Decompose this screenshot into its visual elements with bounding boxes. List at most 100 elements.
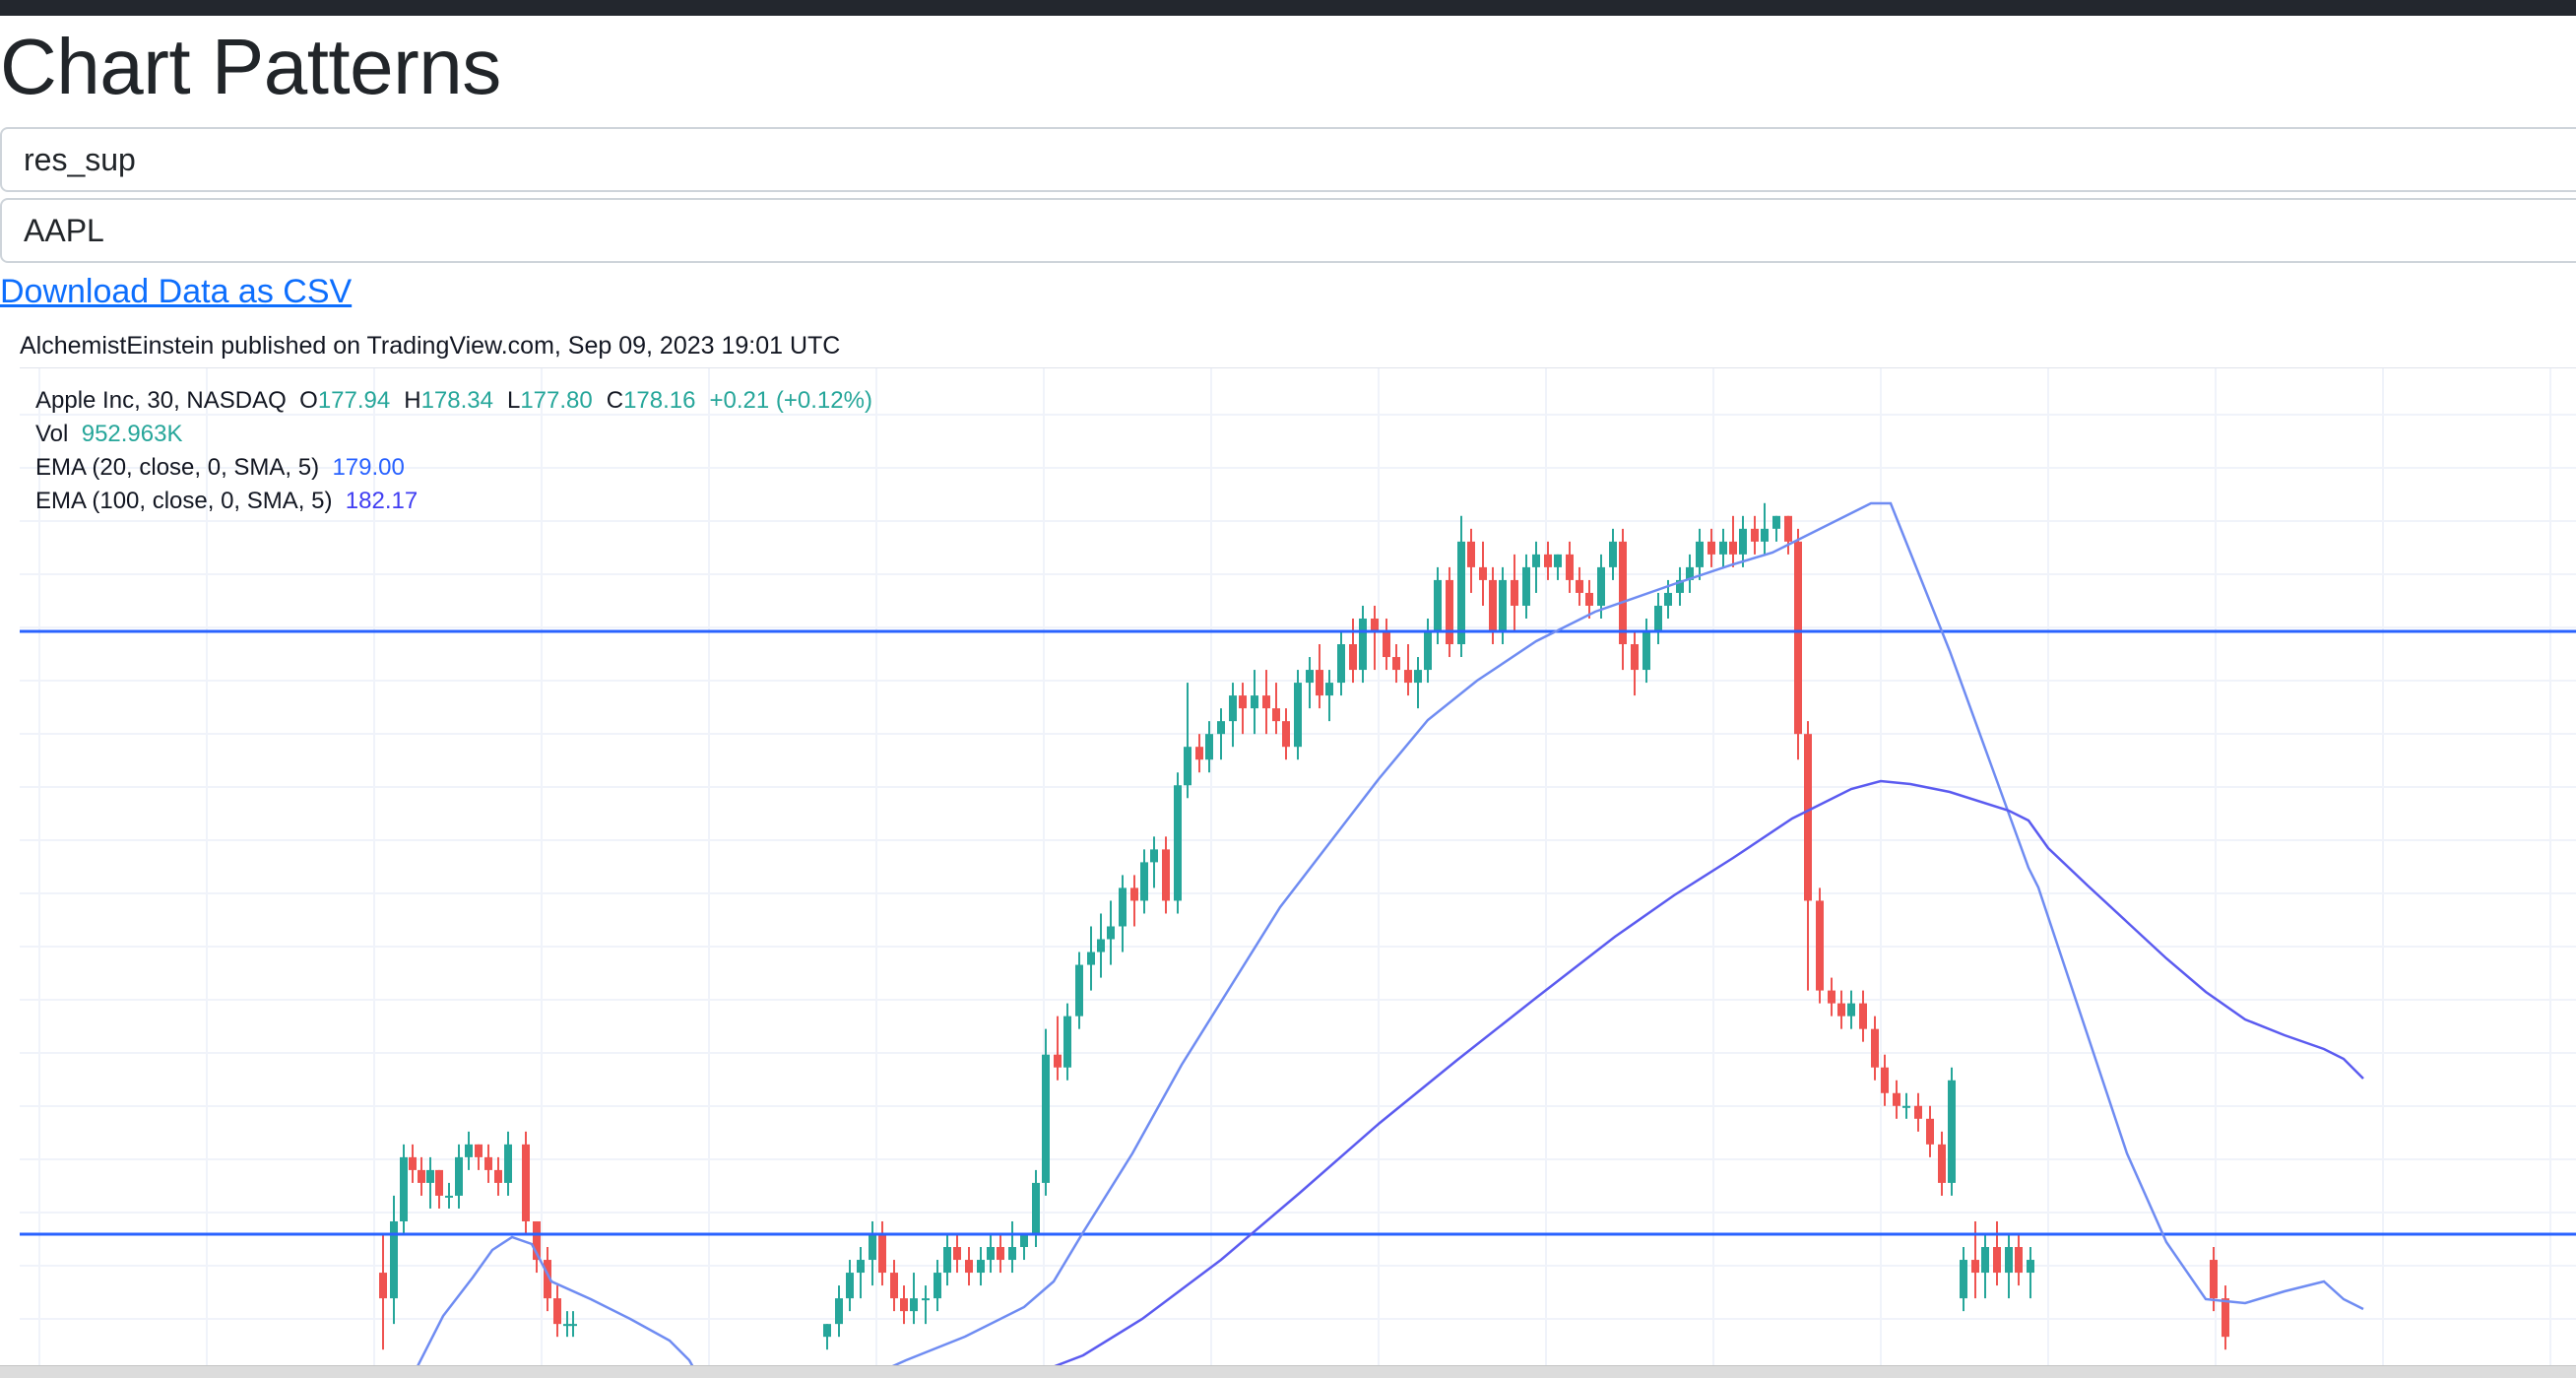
candle-up bbox=[1554, 554, 1562, 567]
candle-down bbox=[1576, 579, 1583, 593]
candle-up bbox=[1087, 951, 1095, 965]
candle-down bbox=[1729, 541, 1737, 555]
legend-close-label: C bbox=[606, 387, 624, 414]
candle-up bbox=[1359, 618, 1367, 671]
candle-up bbox=[1948, 1080, 1956, 1183]
pattern-select[interactable]: res_sup bbox=[0, 127, 2576, 192]
candle-up bbox=[1150, 849, 1158, 863]
candle-down bbox=[1392, 657, 1400, 671]
candle-down bbox=[1938, 1144, 1946, 1183]
candle-up bbox=[857, 1260, 865, 1274]
candle-down bbox=[1467, 541, 1475, 567]
candle-up bbox=[1119, 887, 1127, 927]
candle-down bbox=[1349, 644, 1357, 671]
candle-down bbox=[953, 1247, 961, 1261]
candle-down bbox=[418, 1169, 425, 1183]
ema20-line bbox=[880, 501, 2364, 1370]
candle-down bbox=[1837, 1003, 1845, 1017]
candle-up bbox=[1902, 1105, 1910, 1108]
candle-down bbox=[1751, 528, 1759, 542]
candle-up bbox=[823, 1324, 831, 1338]
candle-down bbox=[1631, 644, 1639, 671]
candle-down bbox=[1566, 554, 1574, 580]
legend-ema20-value: 179.00 bbox=[332, 454, 405, 481]
candle-up bbox=[1499, 579, 1507, 631]
candle-down bbox=[1262, 695, 1270, 709]
chart-legend: Apple Inc, 30, NASDAQ O177.94 H178.34 L177… bbox=[35, 384, 886, 518]
candle-down bbox=[1971, 1260, 1979, 1274]
legend-ohlc-row: Apple Inc, 30, NASDAQ O177.94 H178.34 L177… bbox=[35, 384, 886, 418]
candle-up bbox=[504, 1144, 512, 1183]
candle-up bbox=[1217, 721, 1225, 735]
candle-up bbox=[1251, 695, 1258, 709]
candlestick-chart[interactable]: Apple Inc, 30, NASDAQ O177.94 H178.34 L177… bbox=[20, 367, 2576, 1370]
candle-up bbox=[1008, 1247, 1016, 1261]
candle-up bbox=[1664, 592, 1672, 606]
legend-volume-row: Vol 952.963K bbox=[35, 418, 886, 451]
candle-down bbox=[1404, 670, 1412, 684]
candle-down bbox=[1828, 990, 1835, 1004]
candle-up bbox=[1063, 1016, 1071, 1068]
legend-open: 177.94 bbox=[317, 387, 391, 414]
candle-down bbox=[965, 1260, 973, 1274]
ticker-select[interactable]: AAPL bbox=[0, 198, 2576, 263]
legend-ema20-row: EMA (20, close, 0, SMA, 5) 179.00 bbox=[35, 451, 886, 485]
chart-canvas[interactable] bbox=[20, 368, 2576, 1370]
candle-up bbox=[1676, 579, 1684, 593]
legend-close: 178.16 bbox=[623, 387, 696, 414]
legend-ema100-row: EMA (100, close, 0, SMA, 5) 182.17 bbox=[35, 485, 886, 518]
candle-up bbox=[1097, 939, 1105, 952]
candle-down bbox=[1893, 1092, 1900, 1106]
candle-up bbox=[1294, 683, 1302, 748]
horizontal-scrollbar[interactable] bbox=[0, 1365, 2576, 1378]
candle-up bbox=[1719, 541, 1727, 555]
candle-down bbox=[2210, 1260, 2218, 1299]
candle-up bbox=[1981, 1247, 1989, 1274]
candle-up bbox=[910, 1298, 918, 1312]
candle-down bbox=[409, 1156, 417, 1170]
candle-down bbox=[2222, 1298, 2229, 1338]
legend-vol: 952.963K bbox=[81, 421, 183, 447]
legend-low: 177.80 bbox=[520, 387, 593, 414]
candle-down bbox=[1479, 566, 1487, 580]
candle-down bbox=[1926, 1118, 1934, 1145]
candle-up bbox=[1174, 785, 1182, 901]
legend-low-label: L bbox=[506, 387, 521, 414]
candle-down bbox=[1162, 849, 1170, 901]
candle-up bbox=[2005, 1247, 2013, 1274]
candle-up bbox=[1042, 1054, 1050, 1183]
legend-high-label: H bbox=[404, 387, 421, 414]
candle-up bbox=[1532, 554, 1540, 567]
candle-up bbox=[1184, 747, 1191, 786]
candle-down bbox=[522, 1144, 530, 1221]
candle-up bbox=[390, 1220, 398, 1299]
candle-down bbox=[1446, 579, 1453, 645]
candle-up bbox=[1739, 528, 1747, 555]
candle-down bbox=[1804, 734, 1812, 901]
candle-down bbox=[1511, 579, 1518, 606]
candle-up bbox=[1075, 964, 1083, 1017]
page-title: Chart Patterns bbox=[0, 23, 501, 110]
candle-down bbox=[1544, 554, 1552, 567]
candle-up bbox=[1020, 1234, 1028, 1248]
candle-up bbox=[1205, 734, 1213, 760]
candle-down bbox=[1707, 541, 1715, 555]
candle-up bbox=[1306, 670, 1314, 684]
candle-down bbox=[1239, 695, 1247, 709]
legend-vol-label: Vol bbox=[35, 421, 69, 447]
candle-down bbox=[1371, 618, 1379, 631]
candle-down bbox=[997, 1247, 1004, 1261]
ema100-line bbox=[1041, 779, 2364, 1370]
candle-up bbox=[1642, 631, 1650, 671]
candle-up bbox=[1609, 541, 1617, 567]
candle-up bbox=[569, 1324, 577, 1327]
candle-down bbox=[379, 1273, 387, 1299]
candle-down bbox=[1914, 1105, 1922, 1119]
download-csv-link[interactable]: Download Data as CSV bbox=[0, 273, 353, 310]
candle-down bbox=[1489, 579, 1497, 631]
candle-down bbox=[1585, 592, 1593, 606]
candle-up bbox=[1107, 926, 1115, 940]
legend-ema20-label: EMA (20, close, 0, SMA, 5) bbox=[35, 454, 320, 481]
candle-up bbox=[2027, 1260, 2034, 1274]
candle-down bbox=[484, 1156, 492, 1170]
